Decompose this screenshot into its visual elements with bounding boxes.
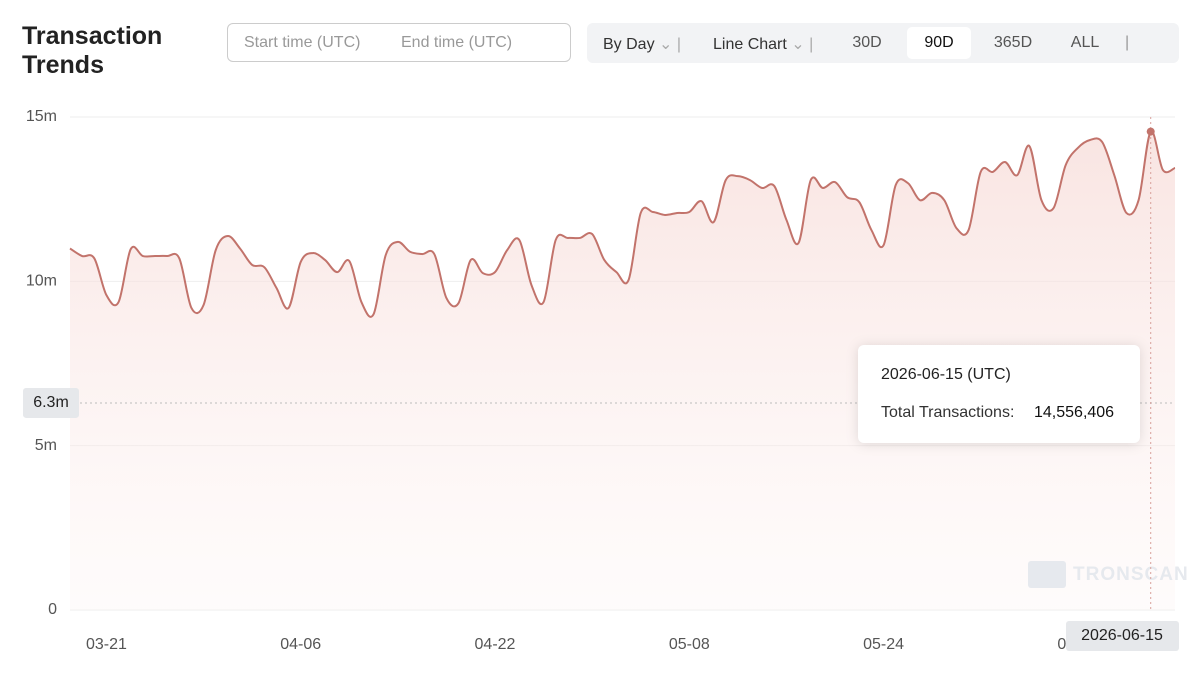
range-button[interactable]: 30D	[852, 34, 882, 51]
group-select[interactable]: By Day ⌄ |	[603, 34, 681, 54]
x-tick-label: 03-21	[86, 636, 127, 653]
y-tick-label: 10m	[26, 273, 57, 290]
range-button[interactable]: 365D	[993, 34, 1033, 51]
tooltip: 2026-06-15 (UTC) Total Transactions: 14,55…	[858, 345, 1140, 443]
date-range[interactable]: Start time (UTC) End time (UTC)	[227, 23, 571, 62]
x-highlight-label: 2026-06-15	[1081, 627, 1163, 644]
watermark: TRONSCAN	[1073, 564, 1189, 585]
tooltip-value: 14,556,406	[1034, 404, 1114, 421]
chart-select[interactable]: Line Chart ⌄ |	[713, 34, 813, 54]
end-time[interactable]: End time (UTC)	[401, 34, 513, 51]
crosshair-label-bg	[23, 387, 79, 418]
chevron: ⌄ |	[791, 36, 814, 53]
tooltip-date: 2026-06-15 (UTC)	[881, 366, 1011, 383]
range-button[interactable]: ALL	[1070, 34, 1100, 51]
tooltip-label: Total Transactions:	[881, 404, 1014, 421]
x-highlight-bg	[1066, 621, 1179, 651]
x-tick-label: 04-06	[280, 636, 321, 653]
area	[70, 131, 1175, 610]
y-tick-label: 15m	[26, 108, 57, 125]
x-tick-label: 04-22	[475, 636, 516, 653]
divider: |	[1125, 34, 1130, 51]
x-tick-label: 05-08	[669, 636, 710, 653]
group-label: By Day	[603, 36, 655, 53]
range-button[interactable]: 90D	[907, 27, 971, 59]
chart-label: Line Chart	[713, 36, 787, 53]
line	[69, 130, 1176, 318]
watermark-icon	[1028, 561, 1066, 588]
y-tick-label: 0	[48, 601, 57, 618]
x-tick-label: 05-24	[863, 636, 904, 653]
y-tick-label: 5m	[35, 437, 57, 454]
title: Transaction Trends	[22, 22, 163, 79]
tooltip-box	[858, 345, 1140, 443]
toolbar: By Day ⌄ | Line Chart ⌄ | 30D 90D 365D ALL …	[587, 23, 1179, 63]
chevron: ⌄ |	[659, 36, 682, 53]
crosshair-label: 6.3m	[33, 394, 69, 411]
start-time[interactable]: Start time (UTC)	[244, 34, 361, 51]
highlight-point	[1146, 127, 1155, 136]
